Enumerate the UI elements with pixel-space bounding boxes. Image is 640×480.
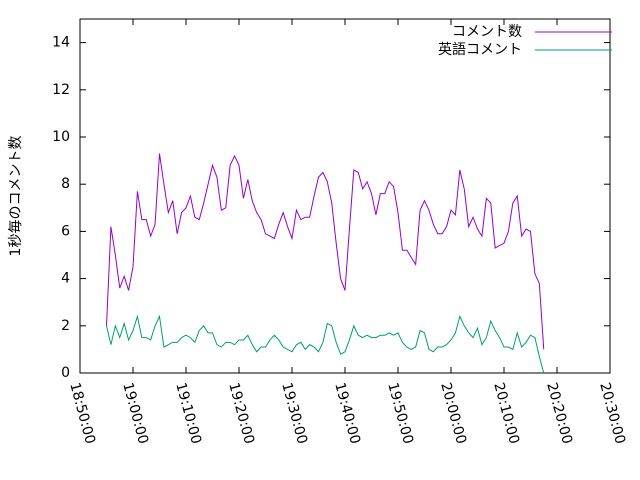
y-tick-label: 12 xyxy=(52,82,70,98)
legend-label: コメント数 xyxy=(452,24,522,40)
legend-label: 英語コメント xyxy=(438,41,522,58)
series-line xyxy=(106,153,545,350)
y-tick-label: 2 xyxy=(61,318,70,334)
y-tick-label: 0 xyxy=(61,365,70,381)
y-tick-label: 10 xyxy=(52,129,70,145)
y-tick-label: 14 xyxy=(52,35,70,51)
y-tick-label: 8 xyxy=(61,176,70,192)
y-tick-label: 6 xyxy=(61,223,70,239)
y-tick-label: 4 xyxy=(61,271,70,287)
y-axis-label: 1秒毎のコメント数 xyxy=(8,136,24,257)
series-line xyxy=(106,314,545,374)
